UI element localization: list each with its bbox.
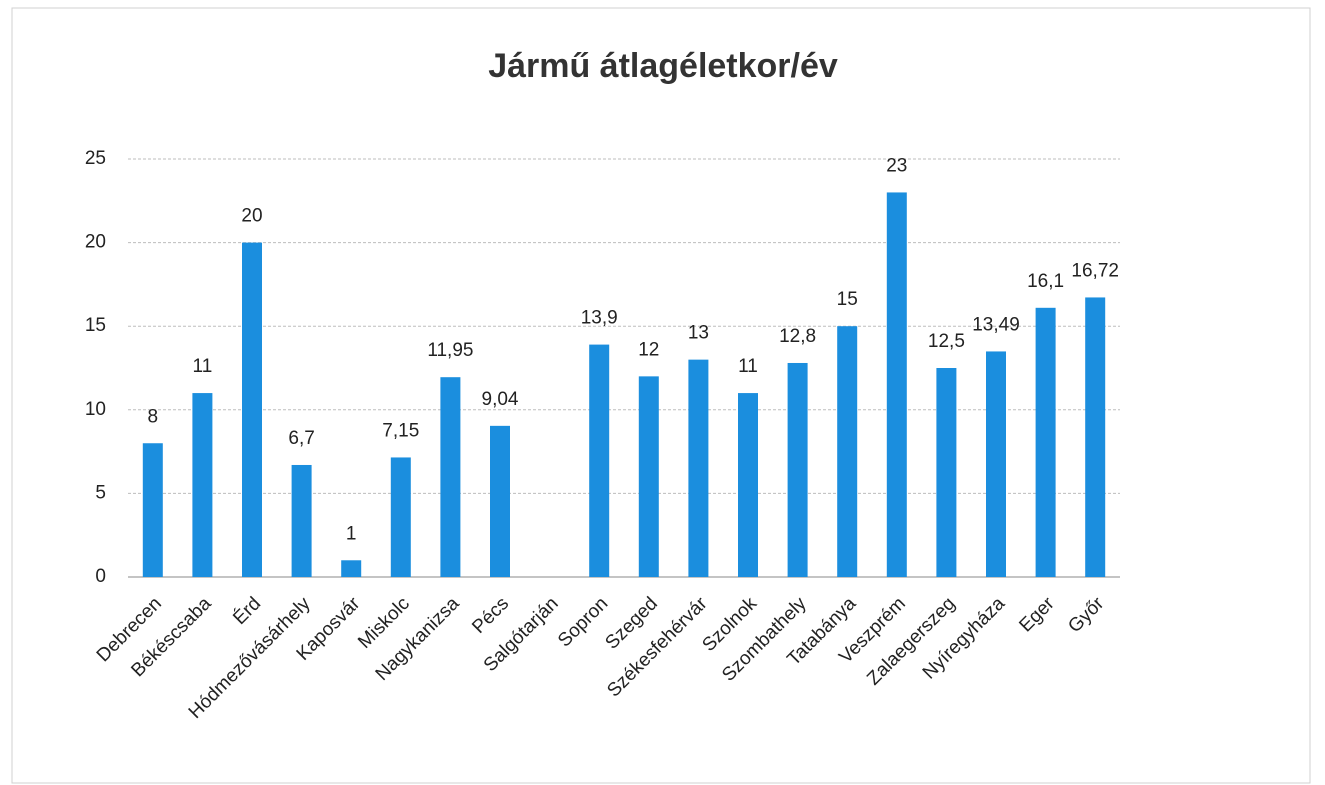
bar xyxy=(440,377,461,577)
bar xyxy=(787,362,808,577)
x-tick-label: Sopron xyxy=(554,593,612,651)
data-label: 8 xyxy=(148,406,159,427)
data-label: 16,1 xyxy=(1027,271,1064,292)
x-tick-label: Érd xyxy=(229,593,265,629)
data-label: 12 xyxy=(638,339,659,360)
data-label: 7,15 xyxy=(382,420,419,441)
bar xyxy=(490,425,510,577)
y-tick-label: 5 xyxy=(95,482,106,503)
chart-title: Jármű átlagéletkor/év xyxy=(488,47,838,85)
data-label: 12,5 xyxy=(928,331,965,352)
y-tick-label: 15 xyxy=(85,315,106,336)
bar xyxy=(738,393,758,577)
data-label: 13,49 xyxy=(972,314,1020,335)
data-label: 11 xyxy=(193,356,213,377)
data-label: 11,95 xyxy=(427,340,473,361)
data-label: 1 xyxy=(346,523,357,544)
data-label: 9,04 xyxy=(482,389,519,410)
x-tick-label: Győr xyxy=(1064,593,1108,637)
data-label: 13,9 xyxy=(581,308,618,329)
data-label: 16,72 xyxy=(1071,260,1119,281)
y-tick-label: 0 xyxy=(95,566,106,587)
bar xyxy=(688,359,709,577)
y-tick-label: 25 xyxy=(85,148,106,169)
bar xyxy=(142,443,163,577)
bar xyxy=(936,368,957,577)
bar xyxy=(341,560,362,577)
y-tick-label: 20 xyxy=(85,232,106,253)
bar xyxy=(1085,297,1106,577)
chart-frame xyxy=(11,7,1311,784)
bar xyxy=(589,344,610,577)
x-tick-label: Pécs xyxy=(468,593,513,638)
data-label: 23 xyxy=(886,155,907,176)
data-label: 11 xyxy=(738,356,758,377)
data-label: 13 xyxy=(688,323,709,344)
data-label: 6,7 xyxy=(288,428,314,449)
y-tick-label: 10 xyxy=(85,399,106,420)
bar xyxy=(291,464,312,577)
data-label: 12,8 xyxy=(779,326,816,347)
bar xyxy=(837,326,858,577)
bar xyxy=(986,351,1006,577)
bar xyxy=(1035,307,1056,577)
data-label: 20 xyxy=(241,206,262,227)
bar xyxy=(390,457,411,577)
bar xyxy=(242,242,262,577)
bar xyxy=(192,393,213,577)
x-tick-label: Eger xyxy=(1015,593,1059,637)
bar xyxy=(886,192,907,577)
data-label: 15 xyxy=(837,289,858,310)
bar xyxy=(638,376,659,577)
